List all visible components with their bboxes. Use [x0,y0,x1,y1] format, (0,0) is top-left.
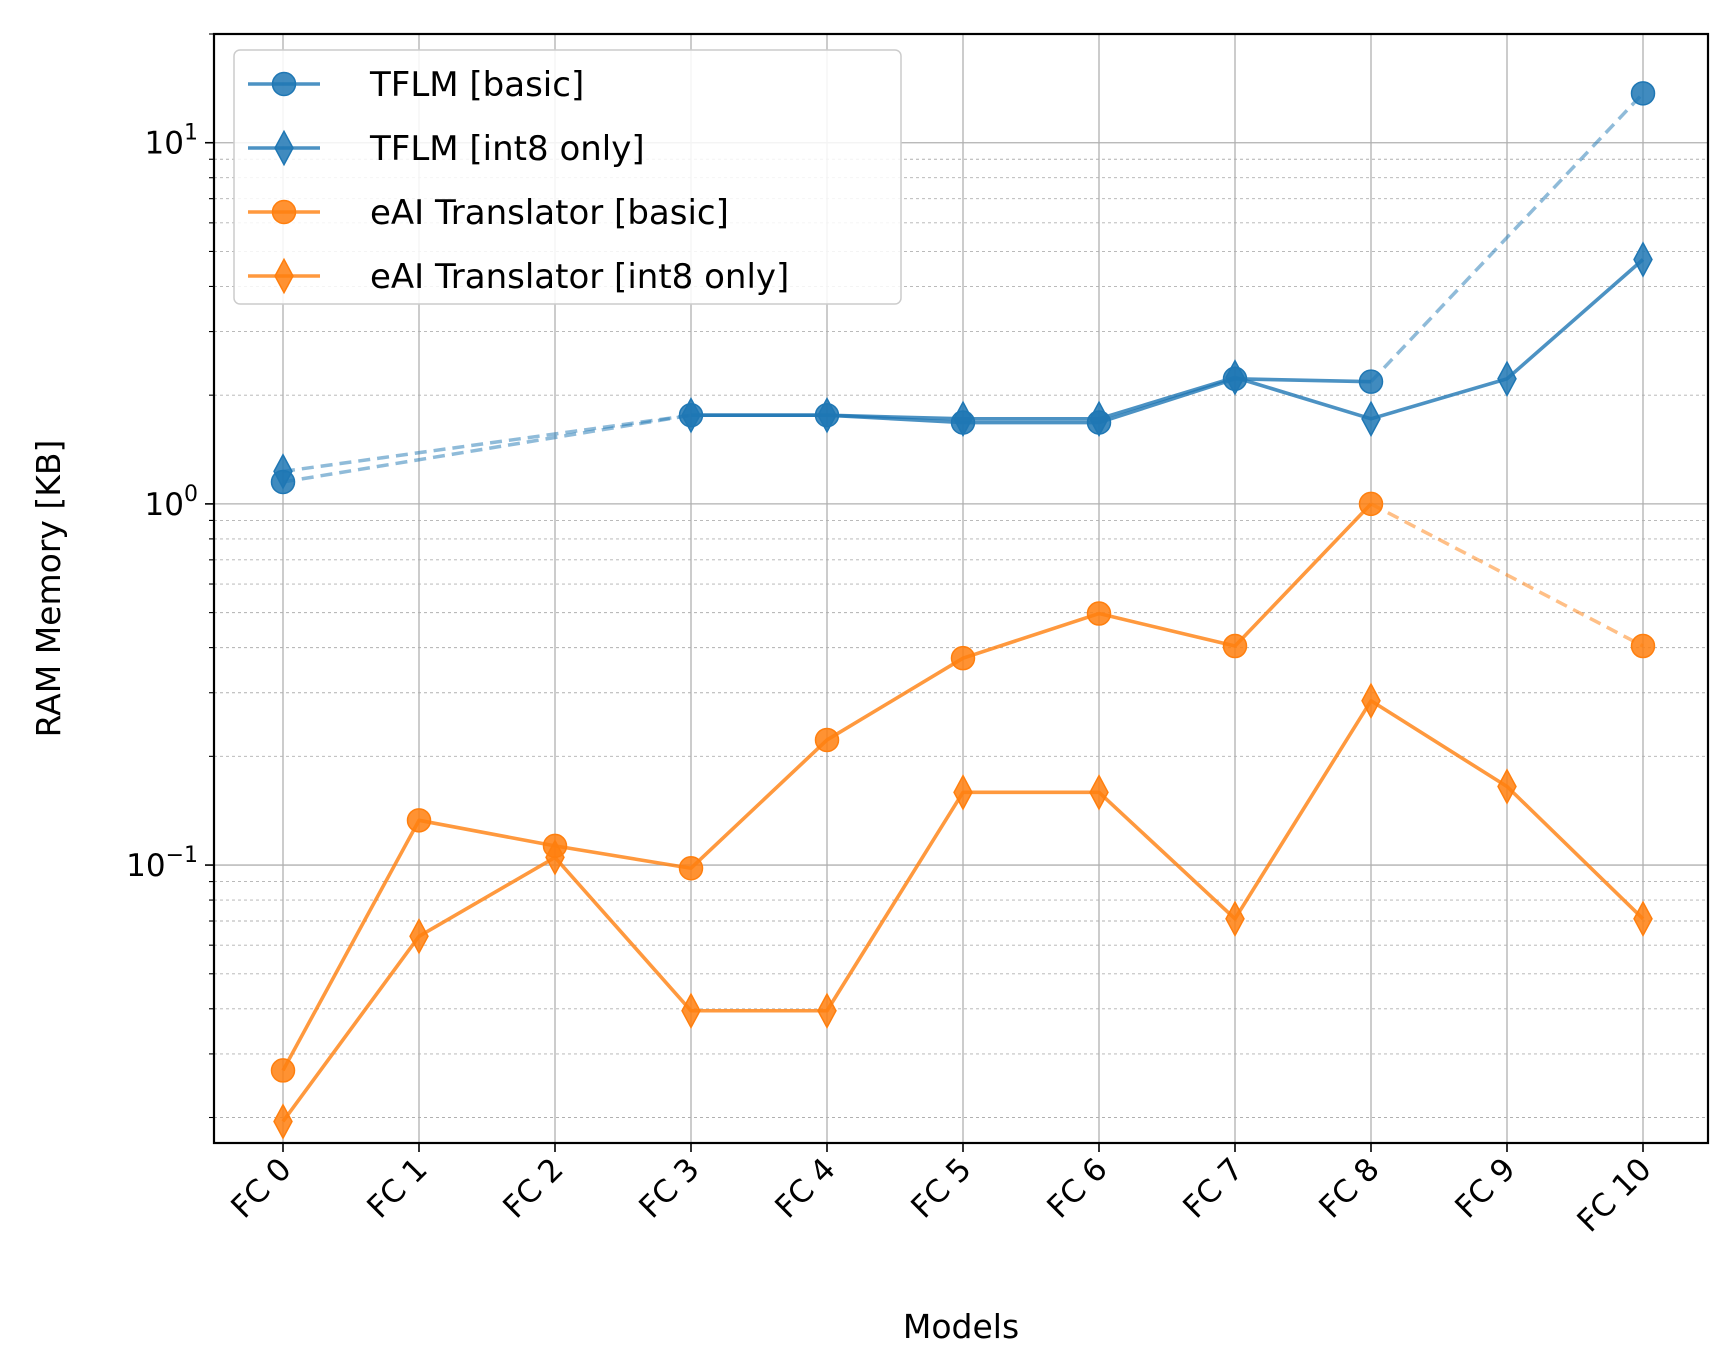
dashed-connector [1370,502,1644,648]
data-point [1497,768,1517,805]
legend: TFLM [basic] TFLM [int8 only] eAI Translat… [233,49,902,305]
x-tick-label: FC 9 [1448,1151,1522,1225]
x-tick-label: FC 4 [768,1151,842,1225]
y-tick-label: 100 [145,482,198,523]
y-tick-exponent: −1 [166,843,198,868]
data-point [1633,900,1653,938]
data-point [273,1103,293,1140]
data-point [1225,359,1245,396]
legend-marker [271,71,297,97]
y-axis-label: RAM Memory [KB] [29,440,68,738]
data-point [950,645,976,671]
y-tick-exponent: 0 [184,482,198,507]
data-point [681,396,701,434]
legend-label: eAI Translator [int8 only] [370,257,789,297]
x-tick-label: FC 7 [1176,1151,1250,1225]
data-point [814,727,840,753]
data-point [953,774,973,811]
y-tick-label: 101 [145,121,198,162]
x-tick-label: FC 0 [224,1151,298,1225]
dashed-connectors [282,92,1645,648]
dashed-connector [282,413,692,474]
y-tick-base: 10 [126,848,165,884]
data-point [681,992,701,1030]
x-tick-label: FC 1 [360,1151,434,1225]
legend-marker [274,257,294,295]
y-tick-base: 10 [145,126,184,162]
data-point [1361,682,1381,720]
data-point [1358,491,1384,517]
plot-frame [212,32,1710,1145]
data-point [406,808,432,833]
x-tick-label: FC 6 [1040,1151,1114,1225]
x-tick-label: FC 5 [904,1151,978,1225]
dashed-connector [1369,92,1645,383]
data-point [1630,633,1656,659]
data-point [1497,360,1517,398]
data-point [953,400,973,438]
data-point [545,839,565,876]
data-point [273,453,293,490]
x-tick-label: FC 8 [1312,1151,1386,1225]
data-point [817,992,837,1030]
data-point [409,918,429,955]
data-point [1222,633,1248,659]
legend-label: TFLM [basic] [369,65,584,105]
data-point [817,396,837,434]
data-point [1086,601,1112,626]
x-axis-ticks: FC 0 FC 1 FC 2 FC 3 FC 4 FC 5 FC 6 FC 7 FC 8 FC 9… [224,1143,1659,1239]
y-tick-base: 10 [145,487,184,523]
data-point [1633,241,1653,278]
x-axis-label: Models [903,1307,1019,1346]
y-tick-exponent: 1 [184,121,198,146]
data-point [1361,400,1381,438]
legend-marker [271,199,297,225]
data-point [1630,81,1656,106]
legend-marker [274,129,294,167]
data-point [1358,369,1384,394]
x-tick-label: FC 10 [1570,1151,1658,1239]
legend-label: TFLM [int8 only] [369,129,645,169]
x-tick-label: FC 2 [496,1151,570,1225]
legend-label: eAI Translator [basic] [370,193,729,233]
series-markers [270,81,1656,1140]
data-point [678,855,704,881]
data-point [1089,400,1109,438]
y-tick-label: 10−1 [126,843,198,884]
data-point [1225,900,1245,938]
legend-box [233,49,902,305]
data-point [270,1058,296,1083]
data-point [1089,774,1109,811]
series-line [691,258,1645,421]
x-tick-label: FC 3 [632,1151,706,1225]
